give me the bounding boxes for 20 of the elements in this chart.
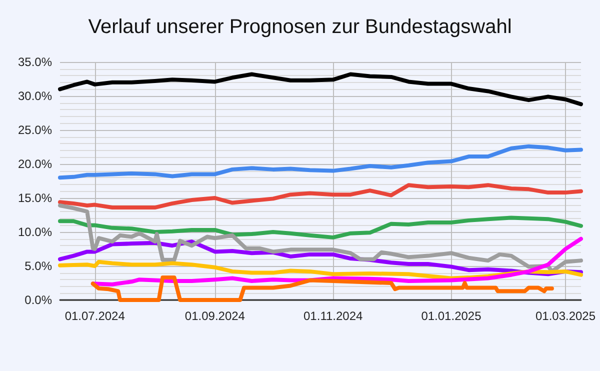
y-tick-label: 20.0% bbox=[18, 157, 52, 171]
x-tick-label: 01.01.2025 bbox=[421, 309, 482, 323]
x-tick-label: 01.09.2024 bbox=[184, 309, 246, 323]
y-tick-label: 0.0% bbox=[24, 293, 52, 307]
y-tick-label: 25.0% bbox=[18, 123, 52, 137]
line-series bbox=[58, 216, 583, 240]
y-tick-label: 35.0% bbox=[18, 55, 52, 69]
x-tick-label: 01.11.2024 bbox=[304, 309, 363, 323]
y-tick-label: 30.0% bbox=[18, 89, 52, 103]
line-series bbox=[90, 276, 554, 302]
line-series bbox=[90, 236, 583, 286]
y-tick-label: 10.0% bbox=[18, 225, 52, 239]
x-tick-label: 01.07.2024 bbox=[64, 309, 126, 323]
chart-title: Verlauf unserer Prognosen zur Bundestagswahl bbox=[88, 16, 512, 38]
line-series bbox=[58, 183, 583, 210]
line-series bbox=[58, 144, 583, 180]
line-series bbox=[58, 72, 583, 106]
y-tick-label: 5.0% bbox=[24, 259, 52, 273]
x-tick-label: 01.03.2025 bbox=[535, 309, 596, 323]
y-tick-label: 15.0% bbox=[18, 191, 52, 205]
